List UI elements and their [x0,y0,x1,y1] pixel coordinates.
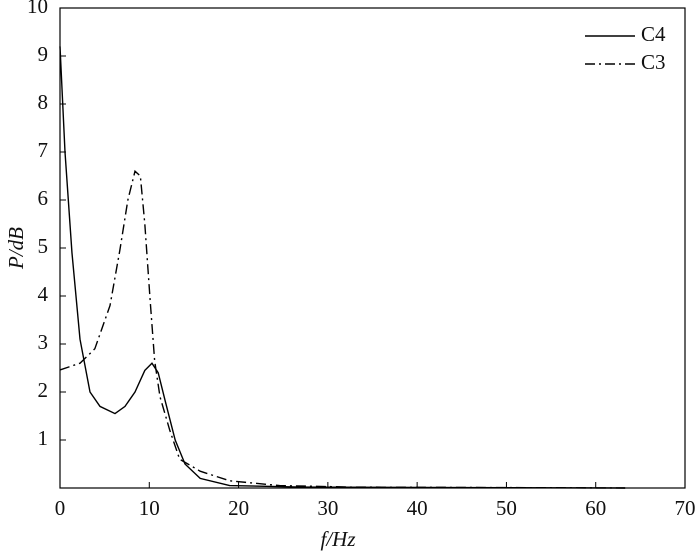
x-tick-label: 0 [55,496,66,520]
x-tick-label: 30 [317,496,338,520]
x-tick-label: 20 [228,496,249,520]
y-axis-label: P/dB [4,227,28,270]
x-tick-label: 40 [407,496,428,520]
series-line [59,46,626,489]
y-tick-label: 7 [38,138,49,162]
x-axis-label: f/Hz [320,527,355,551]
y-tick-label: 8 [38,90,49,114]
plot-frame [59,7,686,489]
y-tick-label: 3 [38,330,49,354]
y-tick-label: 1 [38,426,49,450]
y-tick-label: 9 [38,42,49,66]
y-tick-label: 6 [38,186,49,210]
y-tick-label: 2 [38,378,49,402]
legend-label: C3 [641,50,666,74]
y-tick-label: 5 [38,234,49,258]
y-tick-label: 4 [38,282,49,306]
legend-label: C4 [641,22,666,46]
series-line [59,169,626,489]
x-tick-label: 60 [585,496,606,520]
x-tick-label: 50 [496,496,517,520]
x-tick-label: 70 [675,496,696,520]
x-tick-label: 10 [139,496,160,520]
y-tick-label: 10 [27,0,48,18]
